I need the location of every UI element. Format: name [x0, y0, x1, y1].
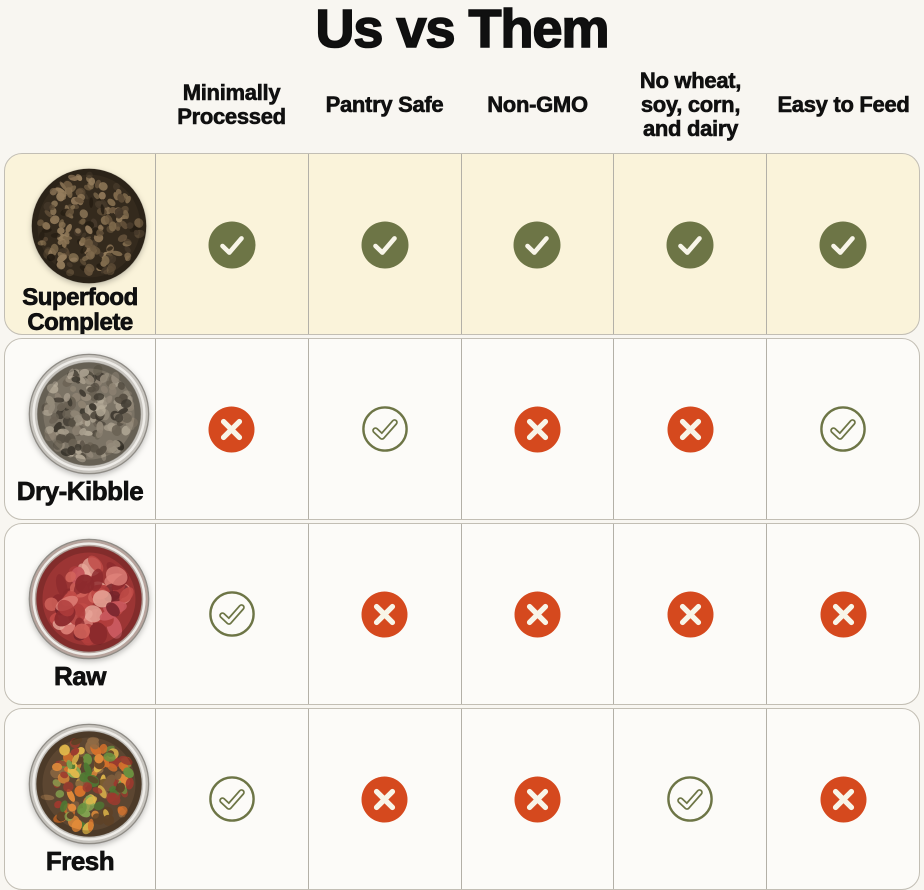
- cell-superfood-complete-no-wheat-soy-corn-and-dairy: [613, 154, 766, 334]
- check-outline-circle-icon: [209, 776, 255, 822]
- cell-raw-no-wheat-soy-corn-and-dairy: [613, 524, 766, 704]
- x-filled-circle-icon: [361, 776, 408, 822]
- table-row-superfood-complete: Superfood Complete: [4, 153, 920, 335]
- cell-fresh-no-wheat-soy-corn-and-dairy: [613, 709, 766, 889]
- x-filled-circle-icon: [667, 406, 714, 452]
- cell-superfood-complete-non-gmo: [460, 154, 614, 334]
- x-filled-circle-icon: [361, 591, 408, 637]
- check-filled-circle-icon: [666, 221, 714, 269]
- cell-fresh-pantry-safe: [307, 709, 461, 889]
- row-header-dry-kibble: Dry-Kibble: [5, 339, 155, 519]
- cell-dry-kibble-non-gmo: [460, 339, 614, 519]
- row-label: Dry-Kibble: [16, 476, 144, 506]
- cell-raw-pantry-safe: [307, 524, 461, 704]
- x-filled-circle-icon: [514, 776, 561, 822]
- row-header-raw: Raw: [5, 524, 155, 704]
- check-outline-circle-icon: [667, 776, 714, 822]
- column-header-pantry-safe: Pantry Safe: [325, 91, 444, 117]
- comparison-table: Superfood Complete Dry-Kibble Raw Fresh: [4, 153, 920, 890]
- column-header-no-wheat-soy-corn-and-dairy: No wheat, soy, corn, and dairy: [639, 67, 742, 142]
- table-row-raw: Raw: [4, 523, 920, 705]
- cell-fresh-minimally-processed: [155, 709, 308, 889]
- cell-fresh-non-gmo: [460, 709, 614, 889]
- cell-superfood-complete-pantry-safe: [307, 154, 461, 334]
- fresh-food-bowl-photo: [28, 723, 150, 845]
- cell-dry-kibble-no-wheat-soy-corn-and-dairy: [613, 339, 766, 519]
- raw-meat-bowl-photo: [28, 538, 150, 660]
- check-filled-circle-icon: [513, 221, 561, 269]
- cell-superfood-complete-easy-to-feed: [766, 154, 919, 334]
- row-label: Fresh: [45, 846, 115, 876]
- check-outline-circle-icon: [209, 591, 255, 637]
- check-filled-circle-icon: [819, 221, 867, 269]
- superfood-complete-kibble-photo: [31, 168, 147, 284]
- cell-fresh-easy-to-feed: [766, 709, 919, 889]
- check-filled-circle-icon: [208, 221, 256, 269]
- cell-superfood-complete-minimally-processed: [155, 154, 308, 334]
- column-header-easy-to-feed: Easy to Feed: [777, 91, 910, 117]
- check-outline-circle-icon: [820, 406, 866, 452]
- cell-raw-easy-to-feed: [766, 524, 919, 704]
- x-filled-circle-icon: [514, 591, 561, 637]
- x-filled-circle-icon: [820, 776, 867, 822]
- x-filled-circle-icon: [208, 406, 255, 452]
- cell-raw-minimally-processed: [155, 524, 308, 704]
- cell-dry-kibble-pantry-safe: [307, 339, 461, 519]
- row-header-superfood-complete: Superfood Complete: [5, 154, 155, 335]
- check-filled-circle-icon: [361, 221, 409, 269]
- page-title: Us vs Them: [315, 0, 611, 59]
- row-header-fresh: Fresh: [5, 709, 155, 889]
- cell-dry-kibble-easy-to-feed: [766, 339, 919, 519]
- table-row-fresh: Fresh: [4, 708, 920, 890]
- row-label: Superfood Complete: [22, 284, 139, 335]
- cell-dry-kibble-minimally-processed: [155, 339, 308, 519]
- row-label: Raw: [54, 661, 107, 691]
- column-header-minimally-processed: Minimally Processed: [177, 79, 286, 129]
- x-filled-circle-icon: [514, 406, 561, 452]
- dry-kibble-bowl-photo: [28, 353, 150, 475]
- x-filled-circle-icon: [667, 591, 714, 637]
- check-outline-circle-icon: [361, 406, 408, 452]
- x-filled-circle-icon: [820, 591, 867, 637]
- column-headers: Minimally Processed Pantry Safe Non-GMO No …: [4, 58, 920, 152]
- cell-raw-non-gmo: [460, 524, 614, 704]
- column-header-non-gmo: Non-GMO: [487, 91, 588, 117]
- table-row-dry-kibble: Dry-Kibble: [4, 338, 920, 520]
